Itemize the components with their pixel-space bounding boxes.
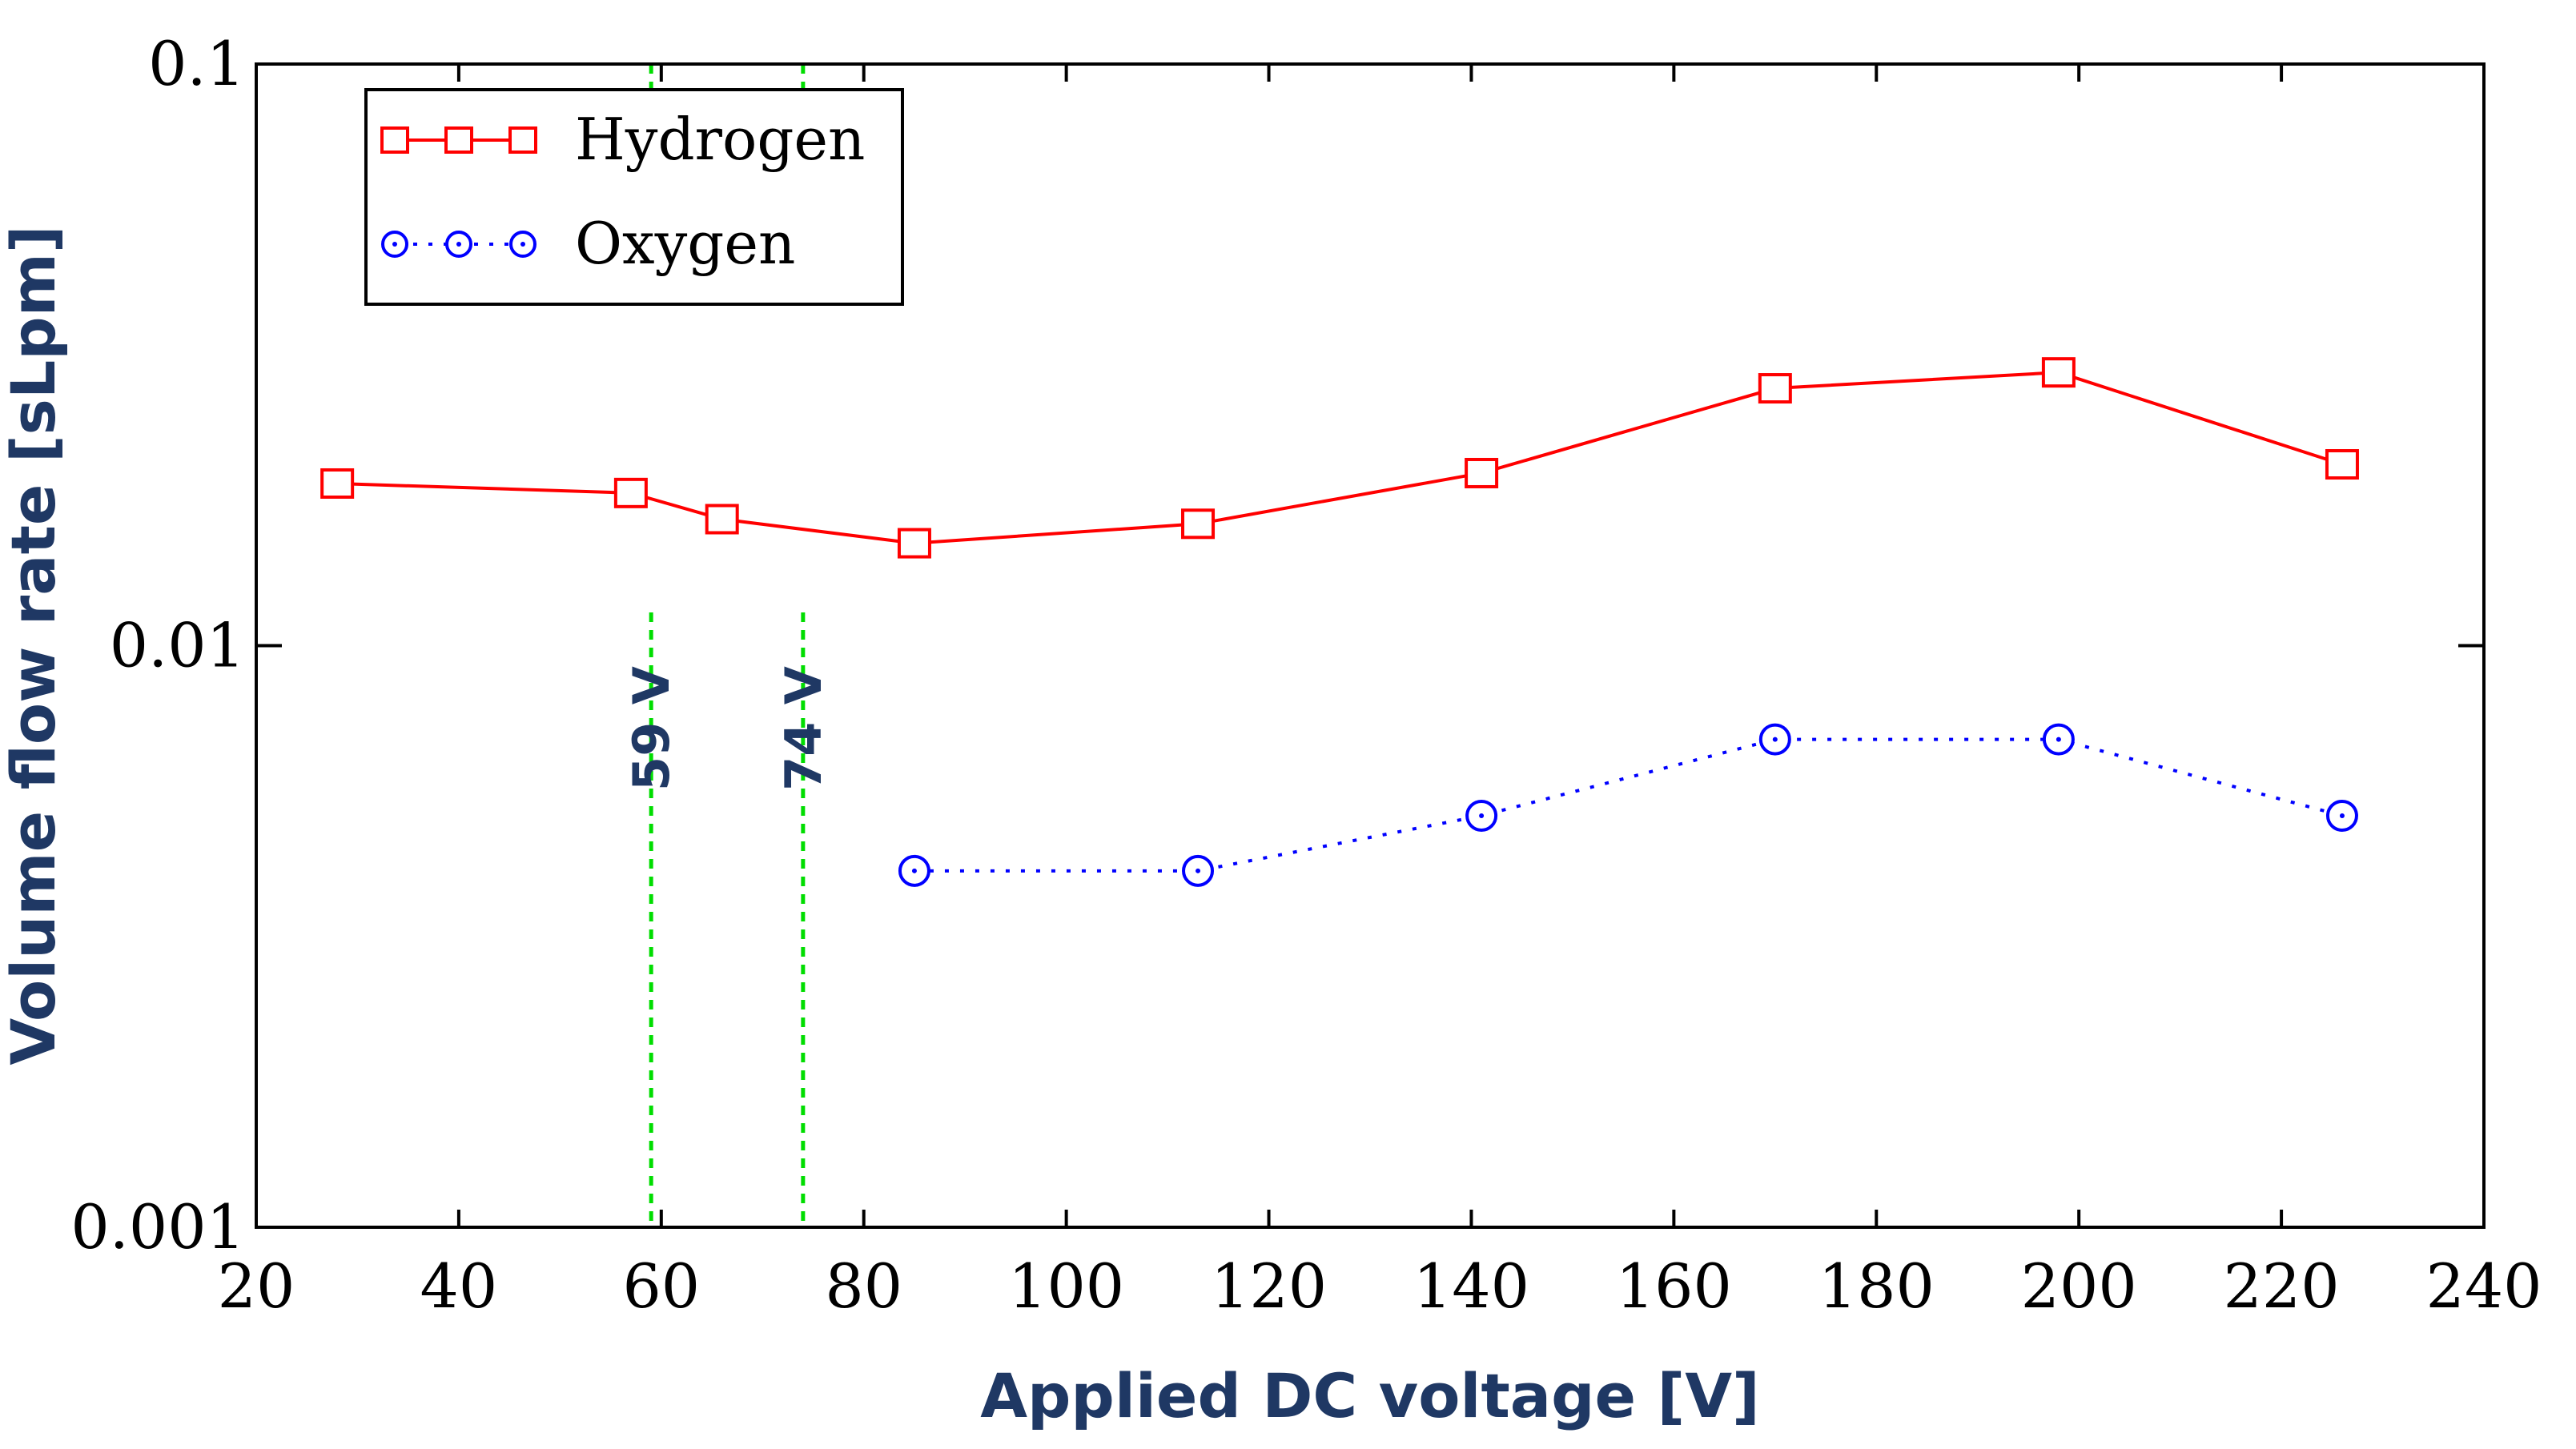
- x-tick-label: 220: [2224, 1250, 2340, 1322]
- x-tick-label: 180: [1818, 1250, 1935, 1322]
- legend-marker: [380, 126, 409, 154]
- legend-box: [364, 88, 904, 306]
- data-point-marker: [1181, 508, 1216, 540]
- data-point-marker: [897, 528, 931, 559]
- y-tick-label: 0.1: [148, 28, 245, 99]
- legend-marker-center: [456, 242, 461, 247]
- legend-marker: [444, 126, 473, 154]
- x-tick-label: 240: [2425, 1250, 2542, 1322]
- data-point-marker: [2041, 357, 2076, 388]
- series-oxygen: [898, 723, 2358, 887]
- data-point-marker: [1758, 373, 1792, 404]
- data-point-center: [911, 868, 917, 873]
- data-point-marker: [2325, 449, 2359, 480]
- data-point-marker: [705, 504, 739, 535]
- series-line: [914, 737, 2343, 873]
- x-tick-label: 60: [622, 1250, 700, 1322]
- x-tick-label: 80: [825, 1250, 902, 1322]
- data-point-center: [2339, 813, 2345, 818]
- data-series: [320, 357, 2359, 887]
- legend: Hydrogen Oxygen: [364, 88, 904, 306]
- y-axis-ticks: 0.001 0.01 0.1: [70, 28, 2484, 1262]
- data-point-center: [1479, 813, 1485, 818]
- x-tick-label: 120: [1211, 1250, 1327, 1322]
- legend-marker-center: [520, 242, 525, 247]
- legend-marker: [508, 126, 537, 154]
- legend-marker-center: [392, 242, 397, 247]
- y-tick-label: 0.001: [70, 1191, 245, 1262]
- x-tick-label: 20: [218, 1250, 295, 1322]
- x-tick-label: 140: [1413, 1250, 1529, 1322]
- legend-item-hydrogen: Hydrogen: [380, 106, 865, 173]
- data-point-marker: [613, 477, 648, 508]
- reference-line-label: 74 V: [774, 666, 833, 791]
- series-hydrogen: [320, 357, 2359, 559]
- data-point-center: [1196, 868, 1201, 873]
- reference-line-label: 59 V: [622, 666, 681, 791]
- legend-item-oxygen: Oxygen: [381, 210, 795, 277]
- reference-lines: 59 V 74 V: [622, 64, 833, 1227]
- x-tick-label: 100: [1008, 1250, 1124, 1322]
- data-point-marker: [1465, 457, 1499, 488]
- y-tick-label: 0.01: [110, 610, 245, 681]
- x-tick-label: 160: [1616, 1250, 1732, 1322]
- x-axis-title: Applied DC voltage [V]: [980, 1360, 1760, 1431]
- series-line: [337, 371, 2343, 545]
- legend-label: Hydrogen: [575, 106, 865, 173]
- x-axis-ticks: 20 40 60 80 100 120 140 160 180 200 220 240: [218, 64, 2542, 1322]
- x-tick-label: 40: [420, 1250, 498, 1322]
- x-tick-label: 200: [2021, 1250, 2137, 1322]
- data-point-center: [2056, 737, 2061, 742]
- y-axis-title: Volume flow rate [sLpm]: [0, 225, 69, 1065]
- data-point-center: [1772, 737, 1778, 742]
- data-point-marker: [320, 468, 355, 499]
- legend-label: Oxygen: [575, 210, 795, 277]
